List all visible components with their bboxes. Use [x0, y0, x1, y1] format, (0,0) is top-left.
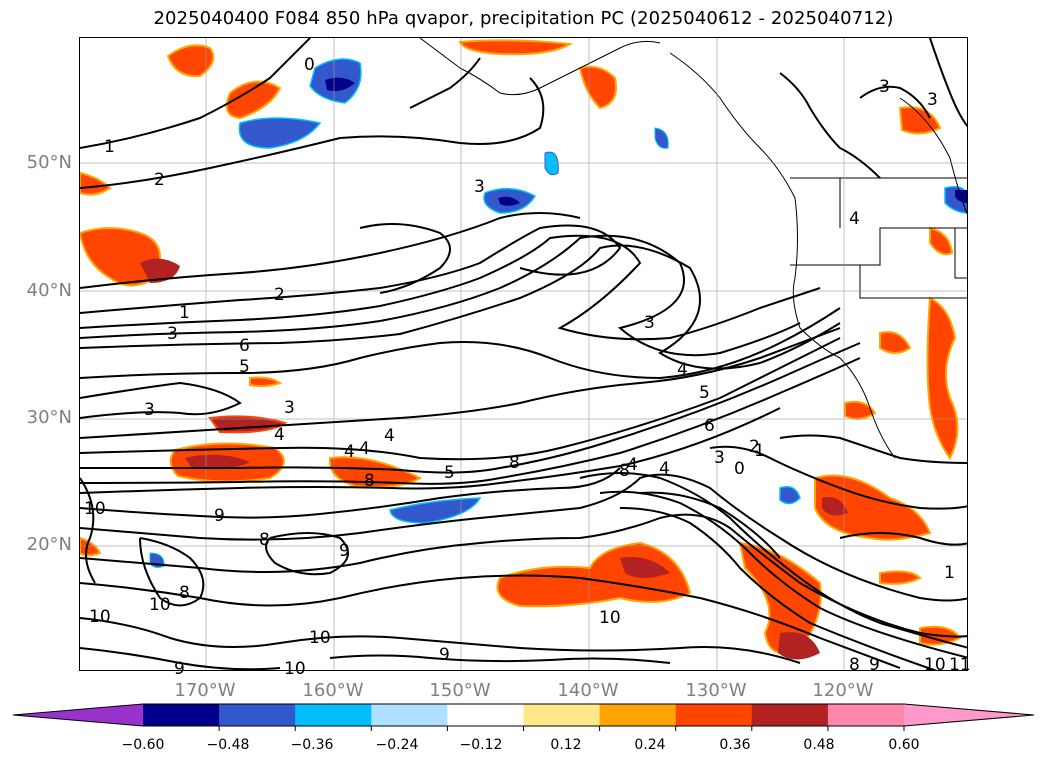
colorbar: [12, 703, 1035, 731]
colorbar-segment: [523, 704, 601, 726]
precip-negative-areas: [149, 58, 967, 568]
colorbar-segment: [751, 704, 829, 726]
lon-label-140w: 140°W: [557, 680, 619, 701]
gridlines: [80, 38, 967, 670]
colorbar-tick-label: 0.36: [719, 737, 751, 753]
lon-label-170w: 170°W: [174, 680, 236, 701]
colorbar-outline: [12, 703, 1035, 727]
colorbar-segment: [599, 704, 677, 726]
colorbar-segment: [371, 704, 448, 726]
colorbar-tick-label: 0.24: [634, 737, 666, 753]
colorbar-segment: [827, 704, 905, 726]
lon-label-150w: 150°W: [429, 680, 491, 701]
colorbar-segment: [219, 704, 296, 726]
lat-label-30n: 30°N: [26, 407, 72, 428]
colorbar-extend-high: [904, 704, 1034, 726]
colorbar-tick-label: 0.12: [550, 737, 582, 753]
lon-label-120w: 120°W: [812, 680, 874, 701]
colorbar-tick-label: 0.60: [888, 737, 920, 753]
colorbar-segment: [447, 704, 524, 726]
map-canvas: [80, 38, 967, 670]
lat-label-40n: 40°N: [26, 280, 72, 301]
lon-label-160w: 160°W: [302, 680, 364, 701]
lat-label-20n: 20°N: [26, 534, 72, 555]
map-title: 2025040400 F084 850 hPa qvapor, precipit…: [153, 8, 894, 29]
qvapor-contours: [80, 38, 967, 670]
colorbar-segment: [295, 704, 372, 726]
lon-label-130w: 130°W: [685, 680, 747, 701]
precip-positive-areas: [80, 39, 962, 660]
map-panel: [79, 37, 968, 671]
colorbar-tick-label: −0.36: [290, 737, 334, 753]
colorbar-tick-label: −0.48: [206, 737, 250, 753]
lat-label-50n: 50°N: [26, 152, 72, 173]
colorbar-tick-label: 0.48: [803, 737, 835, 753]
colorbar-extend-low: [13, 704, 143, 726]
colorbar-tick-label: −0.60: [121, 737, 165, 753]
colorbar-tick-label: −0.24: [375, 737, 419, 753]
colorbar-segment: [143, 704, 220, 726]
colorbar-segment: [675, 704, 753, 726]
coastlines: [419, 38, 967, 459]
colorbar-tick-label: −0.12: [459, 737, 503, 753]
